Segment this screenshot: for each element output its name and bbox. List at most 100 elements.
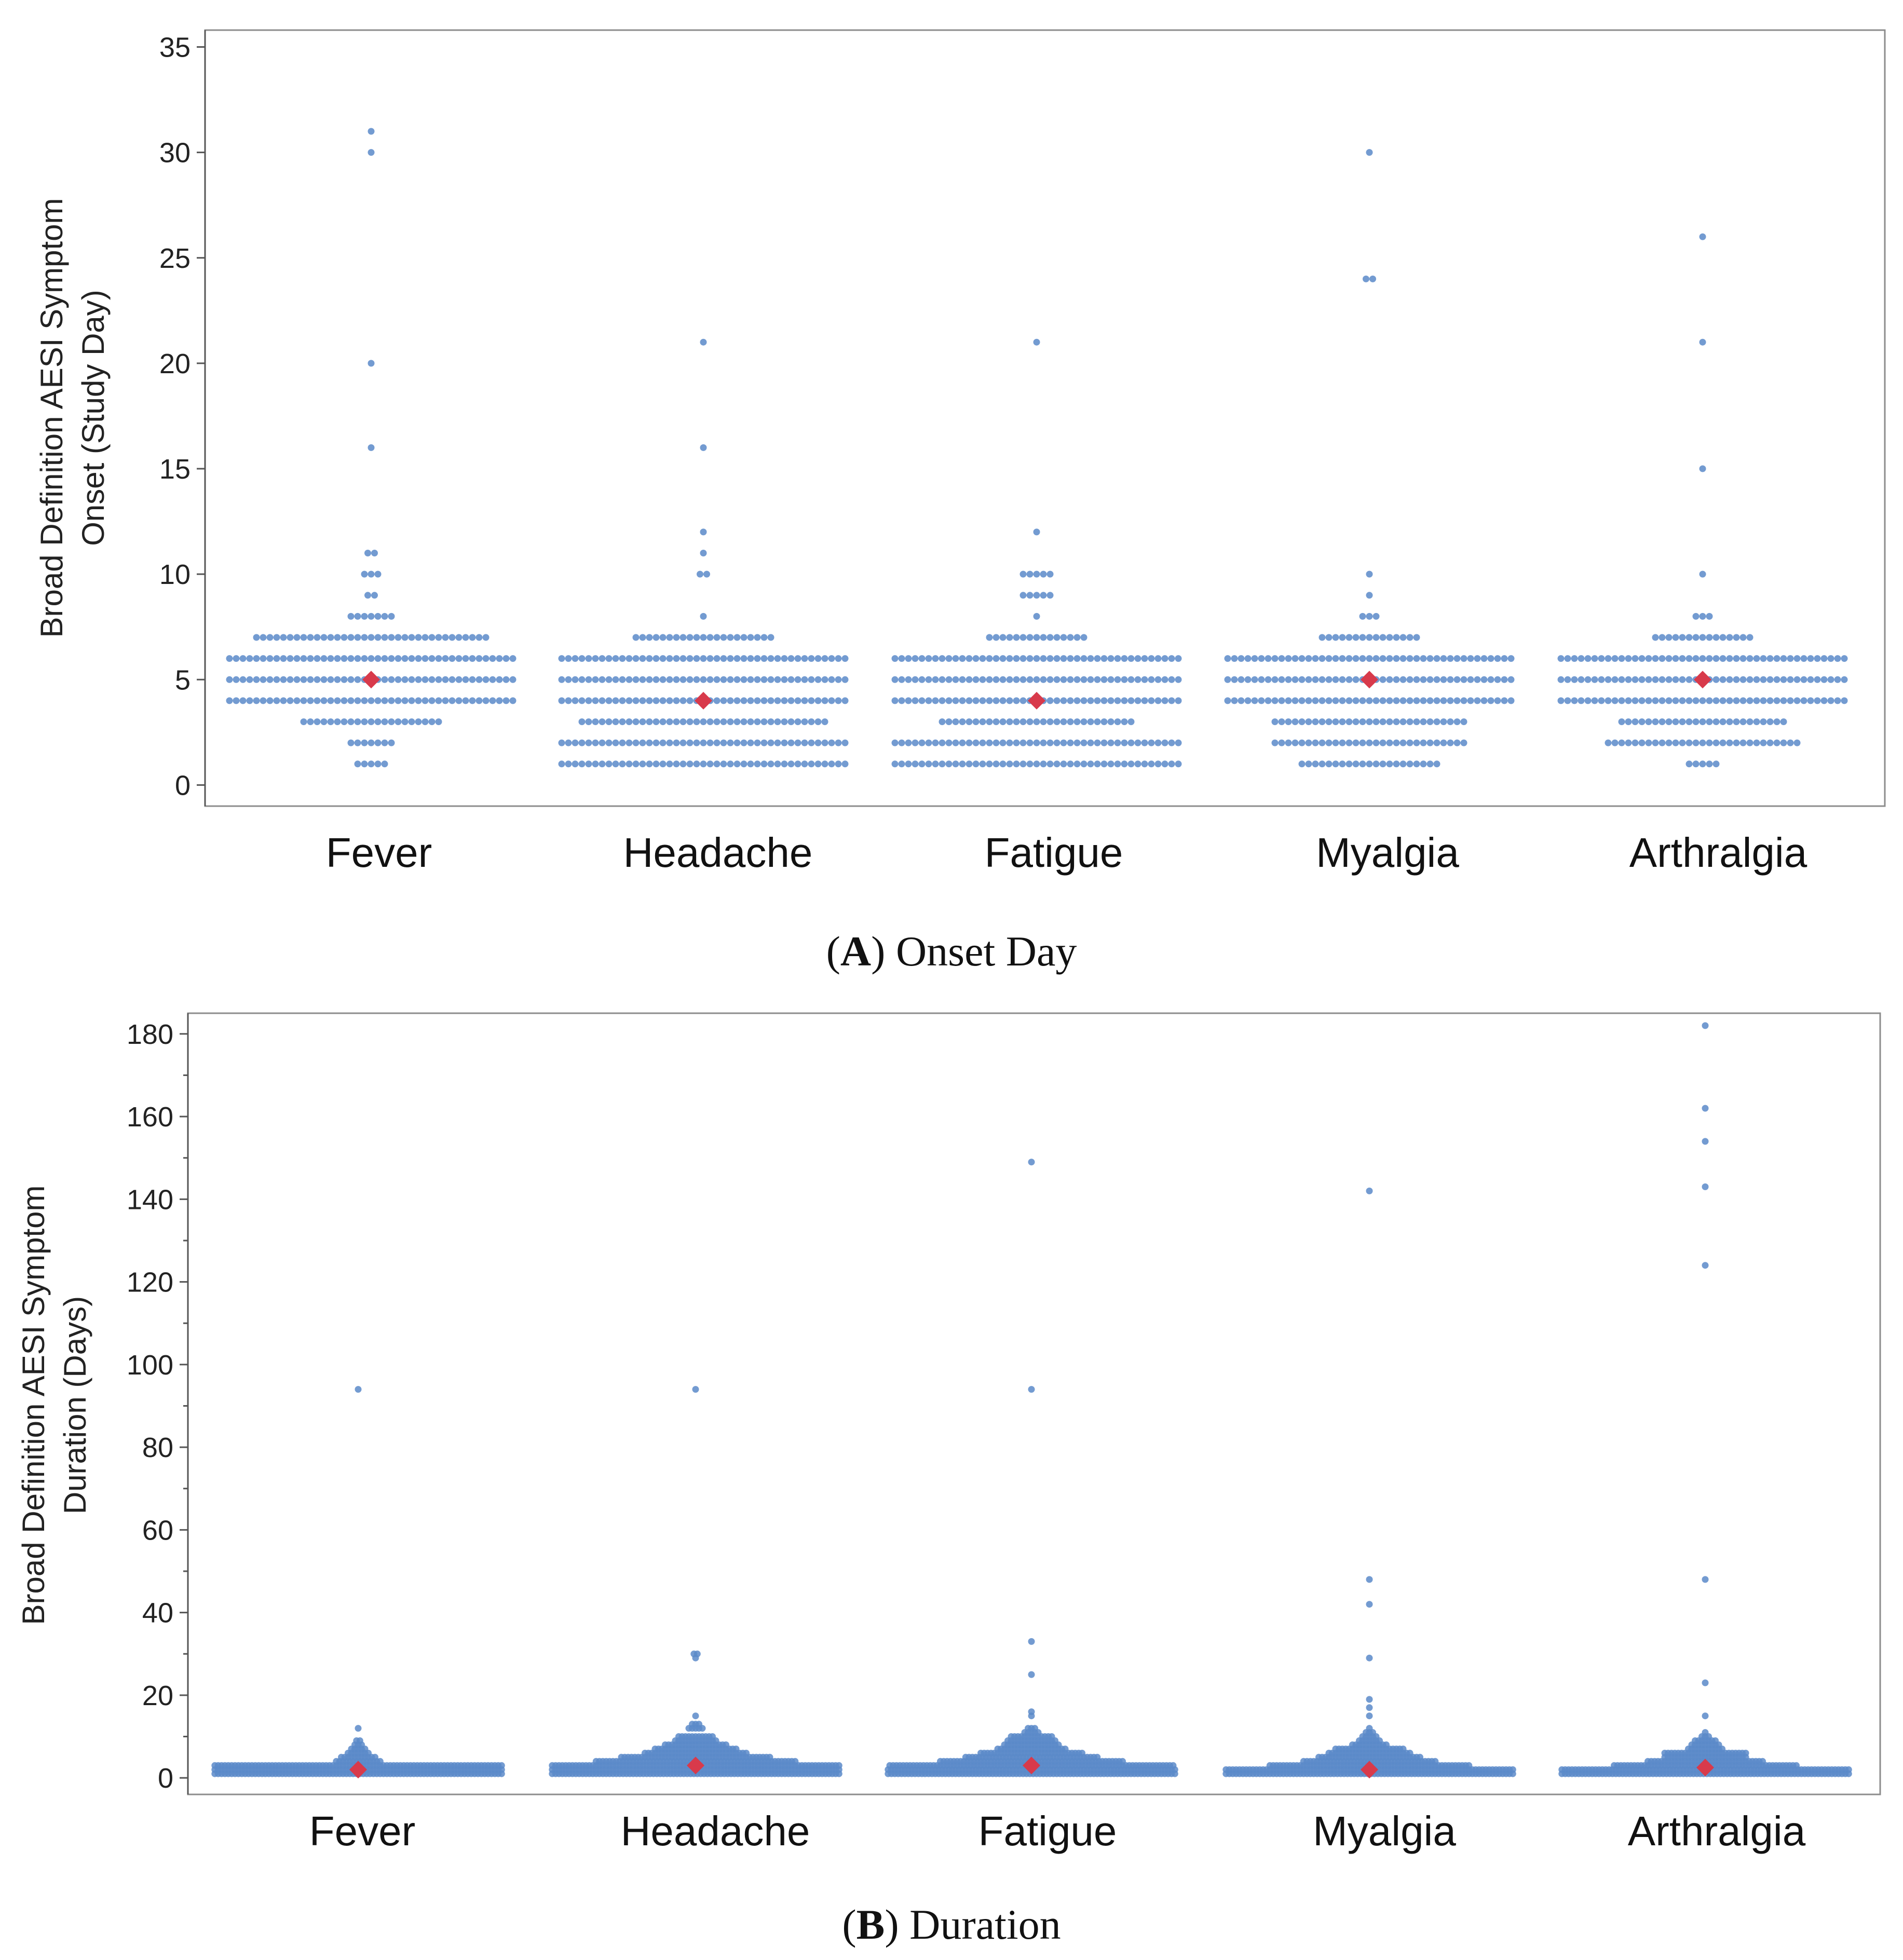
- panel-a-point-fever: [354, 697, 361, 704]
- panel-a-category-labels: Fever Headache Fatigue Myalgia Arthralgi…: [326, 829, 1807, 876]
- panel-a-point-fever: [260, 697, 267, 704]
- panel-a-point-myalgia: [1345, 634, 1353, 641]
- panel-a-point-myalgia: [1372, 718, 1380, 725]
- panel-b-y-ticks: 0 20 40 60 80 100 120 140 160 180: [127, 1019, 188, 1794]
- panel-a-point-fatigue: [1040, 634, 1047, 641]
- panel-a-point-arthralgia: [1780, 739, 1787, 746]
- panel-a-point-arthralgia: [1685, 634, 1693, 641]
- panel-b-point-fatigue: [1028, 1159, 1035, 1166]
- panel-a-point-fever: [482, 634, 490, 641]
- panel-b: 0 20 40 60 80 100 120 140 160 180 Fever Headache …: [16, 1012, 1881, 1948]
- panel-a-point-fatigue: [1040, 570, 1047, 578]
- panel-a-point-fatigue: [1080, 697, 1088, 704]
- panel-a-point-arthralgia: [1632, 676, 1639, 683]
- panel-a-point-fatigue: [1026, 760, 1034, 768]
- panel-a-point-headache: [747, 739, 754, 746]
- panel-a-point-fever: [462, 676, 469, 683]
- panel-b-median-marker-fever: [349, 1761, 367, 1779]
- panel-a-point-headache: [774, 655, 781, 662]
- panel-b-category-label-fever: Fever: [309, 1808, 416, 1854]
- panel-a-point-headache: [646, 634, 653, 641]
- panel-a-point-fatigue: [925, 655, 932, 662]
- panel-a-point-myalgia: [1393, 739, 1400, 746]
- panel-a-point-myalgia: [1224, 697, 1231, 704]
- panel-a-point-headache: [673, 697, 680, 704]
- panel-a-point-fever: [381, 718, 388, 725]
- panel-a-point-myalgia: [1231, 655, 1238, 662]
- panel-a-point-headache: [706, 634, 714, 641]
- panel-a-point-fever: [368, 570, 375, 578]
- panel-a-point-arthralgia: [1699, 655, 1706, 662]
- panel-a-point-fatigue: [891, 739, 899, 746]
- panel-a-point-fatigue: [1161, 676, 1168, 683]
- panel-a-point-fever: [307, 697, 314, 704]
- panel-a-point-arthralgia: [1733, 718, 1740, 725]
- panel-a-point-headache: [794, 760, 801, 768]
- panel-a-point-arthralgia: [1665, 739, 1673, 746]
- panel-a-point-fatigue: [993, 760, 1000, 768]
- panel-b-y-axis-label-line-1: Broad Definition AESI Symptom: [16, 1185, 51, 1625]
- panel-a-point-myalgia: [1332, 760, 1339, 768]
- panel-a-point-fatigue: [1033, 612, 1040, 620]
- panel-a-point-fever: [273, 655, 280, 662]
- panel-a-point-myalgia: [1379, 697, 1387, 704]
- panel-a-point-fatigue: [993, 718, 1000, 725]
- panel-b-point-headache: [732, 1745, 740, 1752]
- panel-a-point-arthralgia: [1739, 718, 1747, 725]
- panel-a-point-fever: [381, 697, 388, 704]
- panel-a-point-fatigue: [972, 697, 980, 704]
- panel-a-point-myalgia: [1366, 149, 1373, 156]
- panel-a-point-headache: [585, 676, 592, 683]
- panel-a-point-fatigue: [966, 655, 973, 662]
- panel-a-point-arthralgia: [1719, 655, 1727, 662]
- panel-a-point-headache: [767, 634, 774, 641]
- panel-a-point-headache: [767, 676, 774, 683]
- panel-a-point-headache: [808, 676, 815, 683]
- panel-a-point-headache: [733, 655, 741, 662]
- panel-a-point-fatigue: [1175, 739, 1182, 746]
- panel-a-point-fever: [368, 697, 375, 704]
- panel-a-point-fever: [435, 655, 442, 662]
- panel-a-point-myalgia: [1312, 760, 1319, 768]
- panel-a-point-fatigue: [1067, 676, 1074, 683]
- panel-a-point-fever: [300, 655, 307, 662]
- panel-a-point-headache: [666, 697, 673, 704]
- panel-a-point-fatigue: [1060, 697, 1067, 704]
- panel-b-y-tick-label: 140: [127, 1184, 173, 1215]
- panel-a-point-fatigue: [905, 655, 912, 662]
- panel-a-point-fatigue: [1107, 655, 1114, 662]
- panel-a-point-arthralgia: [1692, 718, 1700, 725]
- panel-a-point-fatigue: [1100, 718, 1108, 725]
- panel-a-point-myalgia: [1507, 676, 1515, 683]
- panel-a-point-fever: [327, 697, 334, 704]
- panel-a-point-arthralgia: [1841, 655, 1848, 662]
- panel-a-point-headache: [612, 760, 619, 768]
- panel-a-point-headache: [659, 655, 667, 662]
- panel-a-point-headache: [760, 697, 768, 704]
- panel-a-point-fever: [233, 655, 240, 662]
- panel-a-point-myalgia: [1325, 655, 1333, 662]
- panel-a-point-myalgia: [1312, 739, 1319, 746]
- panel-a-point-headache: [841, 697, 849, 704]
- panel-a-point-myalgia: [1332, 676, 1339, 683]
- panel-a-point-myalgia: [1285, 697, 1292, 704]
- panel-a-point-fever: [354, 634, 361, 641]
- panel-a-point-headache: [835, 676, 842, 683]
- panel-a-point-fatigue: [939, 760, 946, 768]
- panel-a-point-arthralgia: [1719, 718, 1727, 725]
- panel-a-point-headache: [700, 528, 707, 536]
- panel-a-point-myalgia: [1487, 676, 1494, 683]
- panel-a-point-arthralgia: [1760, 655, 1767, 662]
- panel-a-point-fatigue: [1073, 697, 1081, 704]
- panel-a-plot-frame: [204, 29, 1886, 807]
- panel-a-point-fever: [368, 128, 375, 135]
- panel-a-point-arthralgia: [1645, 697, 1652, 704]
- panel-a-point-fever: [226, 676, 233, 683]
- panel-a-point-fever: [374, 570, 382, 578]
- panel-a-point-fever: [408, 718, 415, 725]
- panel-a-point-fatigue: [1020, 570, 1027, 578]
- panel-a-point-arthralgia: [1706, 697, 1713, 704]
- panel-a-point-fever: [388, 718, 395, 725]
- panel-b-point-myalgia: [1366, 1576, 1373, 1583]
- panel-a-point-fatigue: [945, 718, 953, 725]
